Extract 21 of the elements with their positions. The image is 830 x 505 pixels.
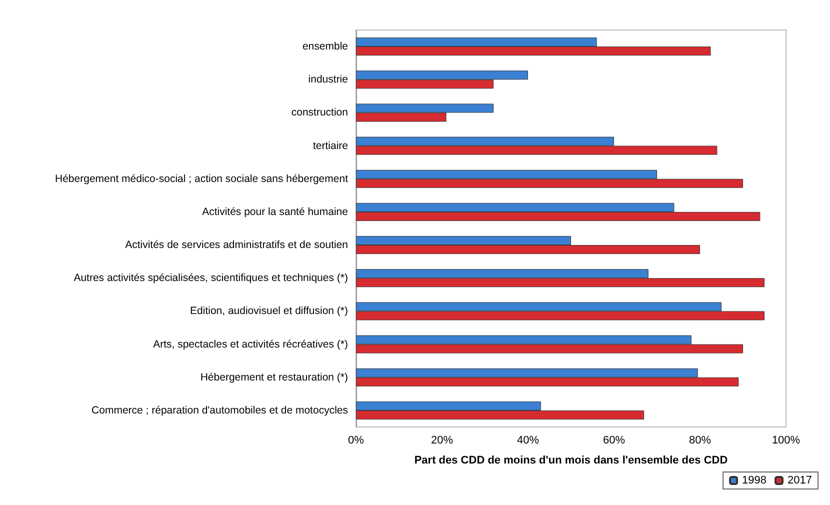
x-tick-label: 20%: [430, 434, 454, 446]
y-tick-label: tertiaire: [312, 140, 348, 152]
y-tick-label: Arts, spectacles et activités récréatives (*): [153, 338, 348, 350]
y-tick-label: Hébergement médico-social ; action sociale sans hébergement: [55, 172, 348, 185]
x-tick-label: 40%: [516, 434, 540, 446]
x-tick-label: 60%: [602, 434, 626, 446]
y-tick-label: Activités de services administratifs et de soutien: [125, 239, 348, 252]
y-tick-label: Edition, audiovisuel et diffusion (*): [190, 305, 348, 318]
x-axis-title: Part des CDD de moins d'un mois dans l'ensemble des CDD: [414, 454, 728, 466]
x-tick-label: 100%: [772, 434, 800, 446]
legend-label: 2017: [788, 474, 812, 486]
y-tick-label: construction: [291, 106, 348, 119]
y-tick-label: Activités pour la santé humaine: [202, 206, 348, 218]
y-tick-label: Hébergement et restauration (*): [200, 371, 348, 384]
x-tick-label: 0%: [348, 434, 364, 446]
y-tick-label: Commerce ; réparation d'automobiles et de motocycles: [92, 404, 348, 416]
y-tick-label: industrie: [308, 74, 348, 86]
y-tick-label: Autres activités spécialisées, scientifiques et techniques (*): [74, 272, 348, 284]
x-tick-label: 80%: [688, 434, 712, 446]
legend-label: 1998: [742, 474, 767, 486]
y-tick-label: ensemble: [302, 40, 348, 53]
